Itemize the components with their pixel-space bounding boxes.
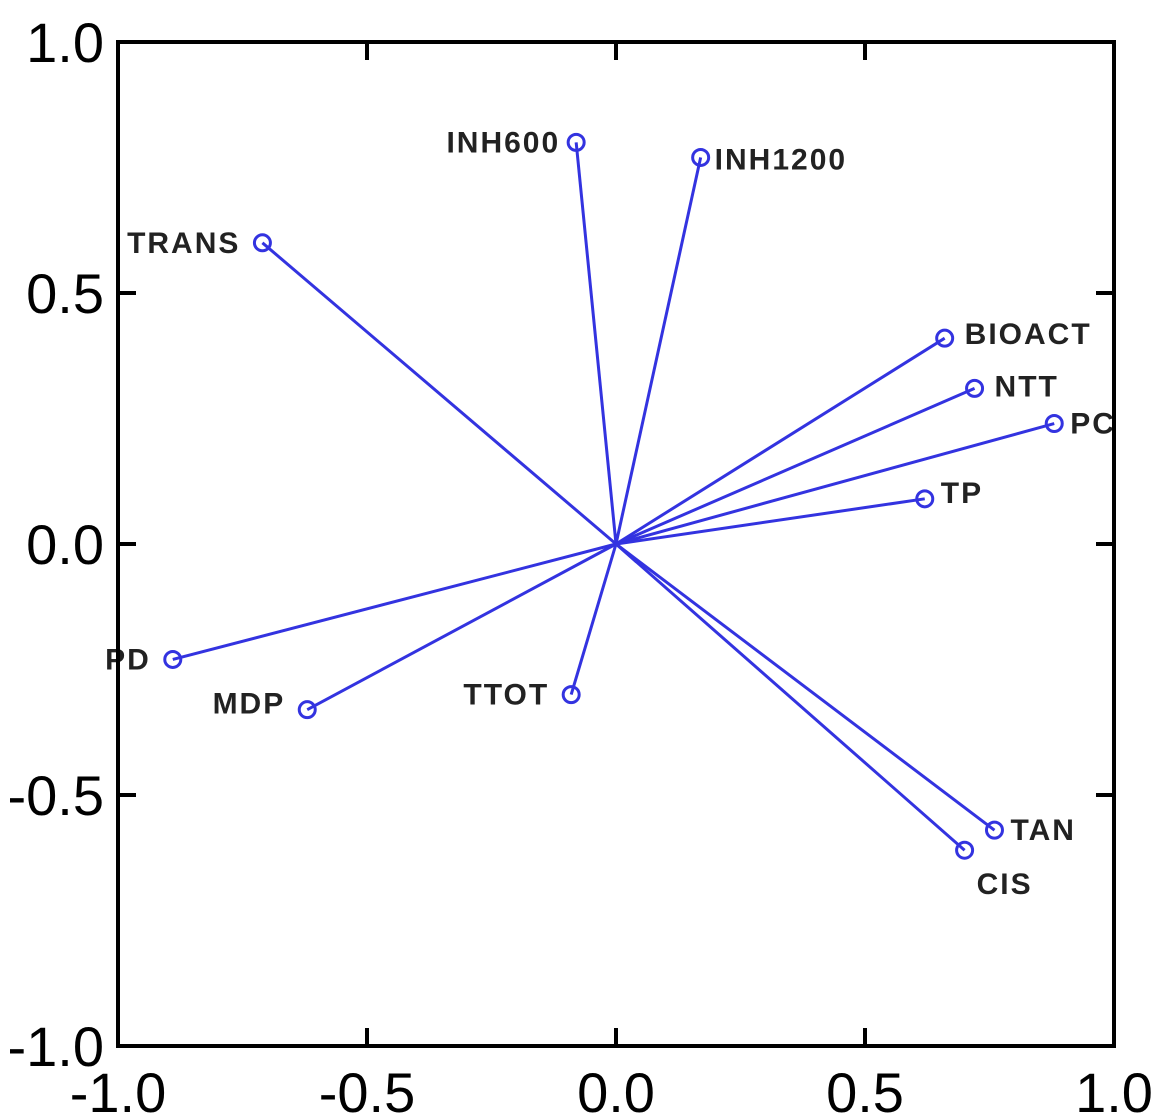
y-tick-label: -0.5 <box>8 764 105 827</box>
label-layer: INH600 INH1200 TRANS BIOACT NTT PC TP PD MDP TTOT… <box>105 126 1116 901</box>
point-label-inh1200: INH1200 <box>715 143 847 176</box>
point-bioact <box>935 328 955 348</box>
point-label-bioact: BIOACT <box>965 318 1092 351</box>
point-label-cis: CIS <box>977 868 1033 901</box>
point-inh600 <box>566 132 586 152</box>
point-label-tp: TP <box>941 477 983 510</box>
point-pc <box>1044 414 1064 434</box>
plot-frame <box>116 40 1116 1048</box>
vector-tan <box>615 542 996 832</box>
point-inh1200 <box>691 147 711 167</box>
point-label-ntt: NTT <box>995 370 1059 403</box>
point-ntt <box>965 378 985 398</box>
y-tick-labels: -1.0 -0.5 0.0 0.5 1.0 <box>8 11 105 1078</box>
point-label-mdp: MDP <box>213 688 286 721</box>
y-tick-label: -1.0 <box>8 1015 105 1078</box>
vector-inh1200 <box>614 157 703 545</box>
vector-pd <box>172 542 617 661</box>
x-tick-labels: -1.0 -0.5 0.0 0.5 1.0 <box>70 1061 1153 1116</box>
point-label-pc: PC <box>1070 408 1116 441</box>
vector-ttot <box>569 543 618 696</box>
vector-layer <box>172 142 1055 852</box>
x-tick-label: -0.5 <box>319 1061 416 1116</box>
vector-ntt <box>615 387 976 546</box>
vector-mdp <box>306 542 617 711</box>
vector-trans <box>261 241 617 546</box>
point-label-ttot: TTOT <box>463 679 549 712</box>
marker-layer <box>163 132 1064 860</box>
point-mdp <box>297 700 317 720</box>
x-tick-label: 1.0 <box>1075 1061 1153 1116</box>
x-tick-label: 0.5 <box>826 1061 904 1116</box>
point-tan <box>984 820 1004 840</box>
point-label-trans: TRANS <box>127 227 240 260</box>
vector-bioact <box>615 336 946 546</box>
point-tp <box>915 489 935 509</box>
point-trans <box>252 233 272 253</box>
y-tick-label: 0.5 <box>26 262 104 325</box>
vector-cis <box>615 542 966 852</box>
y-tick-label: 0.0 <box>26 513 104 576</box>
vector-tp <box>615 497 925 546</box>
x-tick-label: -1.0 <box>70 1061 167 1116</box>
x-tick-label: 0.0 <box>577 1061 655 1116</box>
y-tick-label: 1.0 <box>26 11 104 74</box>
point-ttot <box>561 685 581 705</box>
point-label-inh600: INH600 <box>446 126 560 159</box>
point-cis <box>955 840 975 860</box>
vector-pc <box>615 422 1055 546</box>
point-pd <box>163 649 183 669</box>
tick-layer <box>118 42 1114 1046</box>
point-label-tan: TAN <box>1010 814 1075 847</box>
point-label-pd: PD <box>105 643 151 676</box>
vector-inh600 <box>574 142 618 545</box>
